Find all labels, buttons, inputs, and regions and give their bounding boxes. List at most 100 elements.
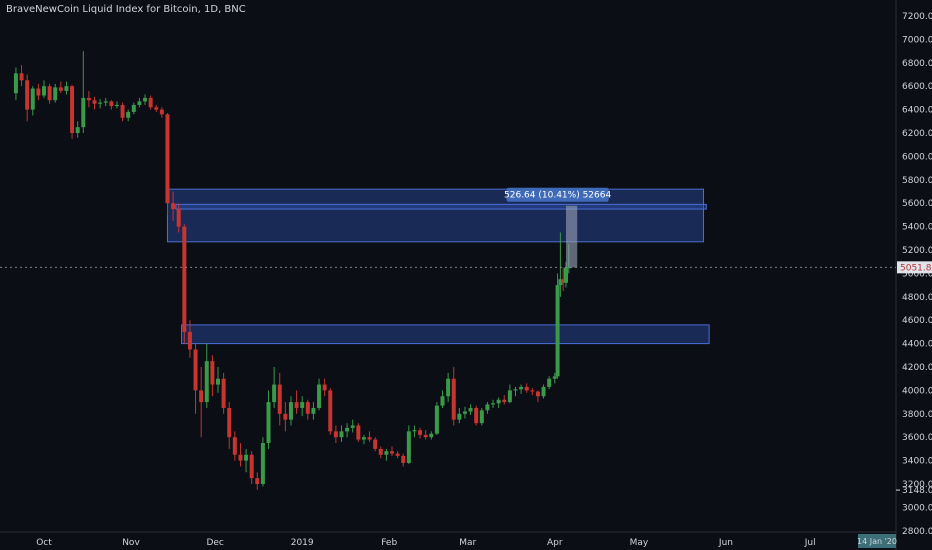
y-tick-label: 3800.00 (902, 410, 932, 420)
y-tick-label: 2800.00 (902, 527, 932, 537)
zone-rect-1 (175, 203, 707, 210)
candle-body-86 (496, 399, 501, 404)
candle-body-57 (333, 431, 338, 438)
price-axis[interactable]: 7200.00 7000.00 6800.00 6600.00 6400.00 6200.… (896, 12, 932, 537)
candle-body-98 (558, 279, 563, 286)
candle-body-15 (98, 102, 103, 104)
candle-body-67 (390, 451, 394, 454)
candle-body-34 (204, 361, 209, 403)
y-tick-label: 6200.00 (902, 129, 932, 139)
y-tick-label: 7200.00 (902, 12, 932, 22)
candle-body-3 (30, 88, 35, 110)
candle-body-70 (406, 431, 411, 463)
candle-body-8 (58, 87, 63, 91)
y-tick-label: 3000.00 (902, 503, 932, 513)
x-tick-label: Nov (122, 538, 140, 548)
candle-body-39 (232, 437, 237, 455)
candle-body-5 (42, 86, 46, 96)
candle-body-58 (339, 431, 344, 438)
current-price-label: 5051.86 (900, 263, 932, 273)
candles-layer (13, 51, 571, 490)
candle-body-81 (468, 407, 473, 412)
candle-body-31 (187, 331, 192, 350)
y-tick-label: 5200.00 (902, 246, 932, 256)
candle-body-62 (361, 437, 366, 440)
candle-body-84 (485, 404, 490, 411)
candle-body-92 (530, 390, 535, 392)
candle-body-97 (555, 285, 560, 377)
candle-body-30 (182, 226, 187, 332)
candle-body-47 (277, 384, 282, 414)
candle-body-9 (64, 86, 69, 91)
candle-body-40 (238, 454, 243, 461)
candle-body-43 (255, 478, 260, 484)
candle-body-78 (451, 378, 456, 420)
date-tag (858, 534, 896, 548)
zone-rect-2 (181, 324, 710, 345)
candle-body-37 (221, 378, 226, 408)
candle-body-46 (272, 384, 277, 403)
y-tick-label: 4600.00 (902, 316, 932, 326)
candle-body-28 (171, 203, 176, 210)
measure-label: 526.64 (10.41%) 52664 (504, 191, 611, 201)
candle-body-73 (423, 434, 428, 438)
zone-rect-0 (166, 188, 705, 243)
measure-label-bg (506, 187, 609, 202)
candle-body-85 (491, 403, 496, 405)
candle-body-22 (137, 101, 142, 105)
candle-body-51 (300, 402, 305, 408)
y-tick-label: 5000.00 (902, 269, 932, 279)
candle-body-4 (36, 88, 41, 96)
zones-layer (166, 188, 710, 345)
candle-body-32 (193, 349, 198, 391)
candle-body-11 (75, 127, 80, 133)
y-tick-label: 6800.00 (902, 59, 932, 69)
candle-body-55 (322, 384, 327, 391)
candle-body-16 (103, 101, 108, 103)
chart-title: BraveNewCoin Liquid Index for Bitcoin, 1… (6, 4, 246, 15)
candle-body-91 (524, 386, 529, 391)
candle-body-89 (513, 389, 518, 391)
candle-body-75 (434, 405, 439, 434)
y-tick-label: 5600.00 (902, 199, 932, 209)
candle-body-54 (317, 384, 322, 408)
candle-body-65 (378, 448, 383, 455)
candle-body-23 (143, 97, 148, 102)
candle-body-1 (19, 73, 24, 81)
candle-body-77 (446, 378, 451, 397)
candle-body-83 (479, 410, 484, 424)
candle-body-76 (440, 396, 445, 406)
candle-body-82 (474, 407, 479, 424)
candle-body-29 (176, 209, 181, 227)
candle-body-12 (81, 97, 86, 128)
y-tick-label: 3200.00 (902, 480, 932, 490)
x-tick-label: 2019 (291, 538, 314, 548)
candle-body-61 (356, 425, 361, 440)
overlay-layer: 526.64 (10.41%) 52664 (0, 187, 896, 268)
candle-body-53 (311, 407, 316, 414)
candle-body-88 (507, 390, 512, 403)
candle-body-13 (86, 97, 91, 101)
measure-box (566, 205, 578, 268)
candle-body-52 (305, 402, 310, 414)
candle-body-96 (552, 376, 557, 379)
x-tick-label: Oct (36, 538, 52, 548)
candle-body-19 (120, 104, 125, 118)
candle-body-74 (429, 433, 434, 438)
candle-body-21 (131, 104, 136, 112)
candle-body-6 (47, 86, 52, 101)
candle-body-18 (114, 104, 119, 107)
candle-body-24 (148, 97, 153, 108)
candle-body-101 (566, 267, 571, 269)
candle-body-49 (288, 402, 293, 420)
candle-body-69 (401, 455, 406, 463)
candle-body-72 (418, 430, 423, 435)
candle-body-87 (502, 399, 507, 403)
y-tick-label: 5400.00 (902, 223, 932, 233)
candle-body-2 (25, 80, 30, 110)
candle-body-45 (266, 402, 271, 444)
candle-body-0 (13, 73, 18, 94)
y-tick-label: 6400.00 (902, 106, 932, 116)
time-axis[interactable]: Oct Nov Dec 2019 Feb Mar Apr May Jun Jul 14 Jan '2… (36, 534, 897, 548)
